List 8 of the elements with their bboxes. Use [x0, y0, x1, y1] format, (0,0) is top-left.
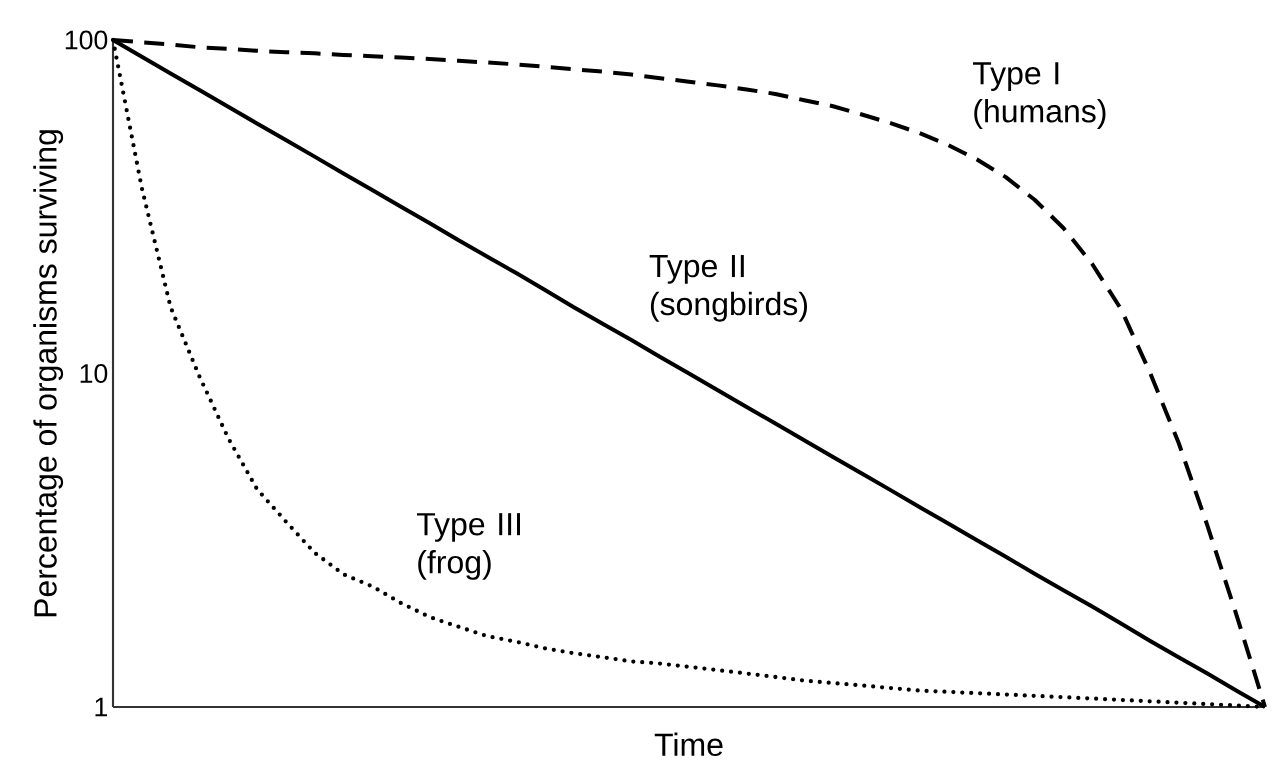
x-axis-title: Time — [654, 732, 723, 757]
y-tick-label: 100 — [65, 30, 108, 50]
y-tick-label: 1 — [95, 697, 107, 717]
series-label: Type II (songbirds) — [649, 255, 807, 322]
series-label: Type III (frog) — [416, 513, 521, 580]
series-label: Type I (humans) — [973, 62, 1106, 129]
y-axis-title: Percentage of organisms surviving — [33, 130, 64, 617]
y-tick-label: 10 — [80, 364, 108, 383]
